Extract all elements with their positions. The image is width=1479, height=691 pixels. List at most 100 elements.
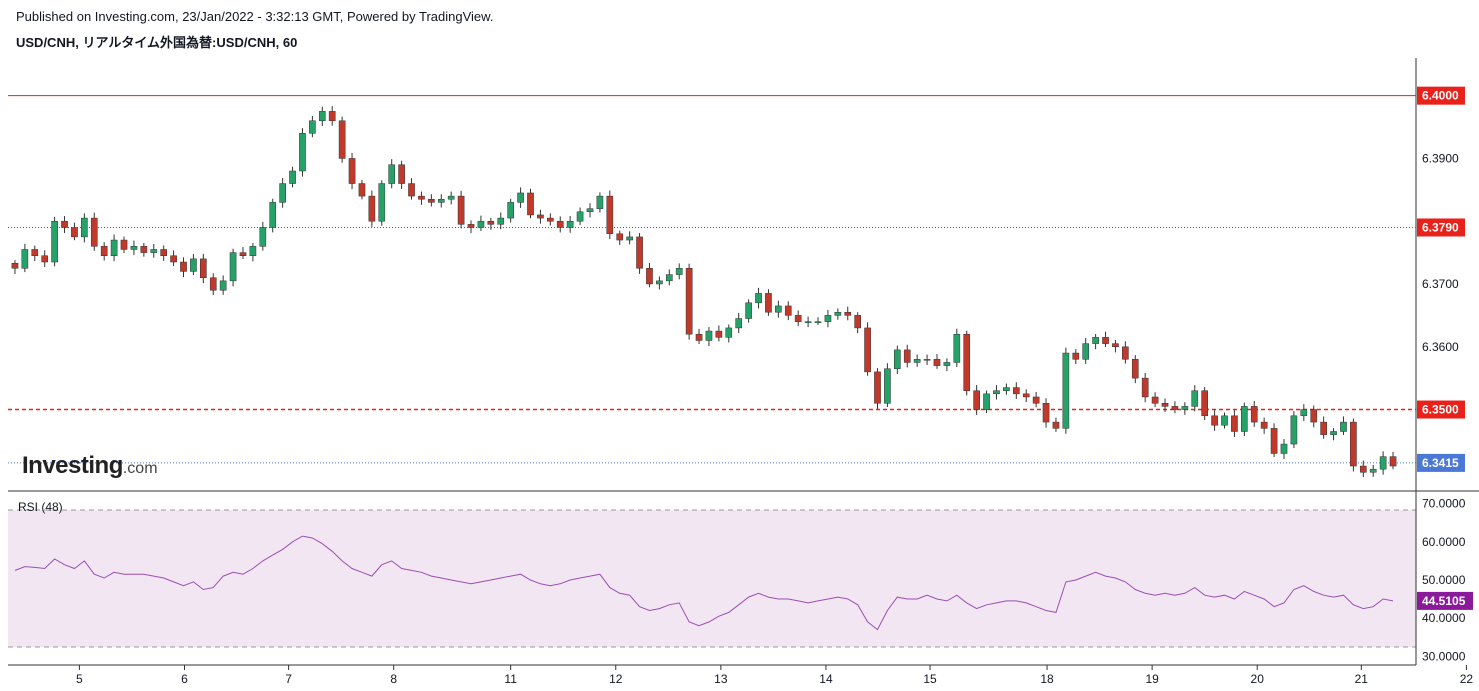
time-tick-label: 21 xyxy=(1355,672,1369,686)
price-level-badges: 6.4000 6.3790 6.3500 6.3415 xyxy=(1417,86,1465,472)
candle-body xyxy=(874,371,881,404)
price-level-badge-label: 6.3790 xyxy=(1422,220,1459,234)
candle-body xyxy=(854,315,861,329)
candle-body xyxy=(487,220,495,225)
time-tick-label: 20 xyxy=(1251,672,1265,686)
candle-body xyxy=(1260,421,1268,429)
candle-body xyxy=(51,220,58,263)
candle-body xyxy=(844,311,852,316)
candle-body xyxy=(299,133,306,172)
candle-body xyxy=(1171,406,1179,410)
candle-body xyxy=(358,183,366,197)
candle-body xyxy=(249,246,257,256)
candle-body xyxy=(1122,346,1129,360)
price-level-badge-label: 6.4000 xyxy=(1422,89,1459,103)
time-tick-label: 6 xyxy=(181,672,188,686)
candle-body xyxy=(239,252,247,256)
investing-logo: Investing.com xyxy=(22,452,158,480)
candle-body xyxy=(636,236,643,269)
candle-body xyxy=(1330,431,1337,435)
candle-body xyxy=(408,183,415,197)
candle-body xyxy=(90,217,98,247)
candle-body xyxy=(1241,406,1248,432)
candle-body xyxy=(160,249,167,256)
candle-body xyxy=(447,195,455,200)
candle-body xyxy=(170,255,177,263)
candle-body xyxy=(1290,415,1298,445)
candle-body xyxy=(11,263,19,269)
candle-body xyxy=(31,249,39,256)
candle-body xyxy=(1320,421,1327,435)
candle-body xyxy=(923,359,931,361)
candle-body xyxy=(61,220,68,228)
candle-body xyxy=(477,220,485,228)
candle-body xyxy=(289,170,296,184)
candle-body xyxy=(1211,415,1218,426)
candle-body xyxy=(81,217,88,238)
candle-body xyxy=(646,268,653,285)
candle-body xyxy=(110,239,118,256)
candle-body xyxy=(705,330,713,341)
rsi-tick-label: 40.0000 xyxy=(1422,611,1466,625)
candle-body xyxy=(437,198,445,203)
candle-body xyxy=(824,315,832,322)
candle-body xyxy=(348,158,356,184)
time-tick-label: 14 xyxy=(819,672,833,686)
candle-body xyxy=(794,315,802,322)
candle-body xyxy=(1102,337,1109,344)
candle-body xyxy=(1131,359,1139,379)
candle-body xyxy=(41,255,49,263)
candle-body xyxy=(71,227,78,238)
price-level-badge-bg xyxy=(1417,400,1465,419)
candle-body xyxy=(497,217,505,225)
candle-body xyxy=(596,195,604,209)
candle-body xyxy=(517,192,524,203)
candle-body xyxy=(180,261,187,272)
time-tick-label: 11 xyxy=(504,672,517,686)
candle-body xyxy=(259,227,267,247)
candle-body xyxy=(626,236,633,241)
candle-body xyxy=(656,280,663,285)
time-tick-label: 15 xyxy=(923,672,937,686)
candle-body xyxy=(378,183,386,222)
candle-body xyxy=(1350,421,1357,467)
candle-body xyxy=(715,330,723,338)
candle-body xyxy=(556,220,564,228)
time-tick-label: 7 xyxy=(285,672,292,686)
candlesticks xyxy=(11,106,1397,478)
time-tick-label: 12 xyxy=(609,672,623,686)
candle-body xyxy=(428,198,435,203)
candle-body xyxy=(1369,468,1377,473)
logo-suffix: .com xyxy=(122,460,158,477)
candle-body xyxy=(1181,406,1189,410)
candle-body xyxy=(1191,390,1199,407)
candle-body xyxy=(1340,421,1347,432)
rsi-tick-label: 50.0000 xyxy=(1422,573,1466,587)
candle-body xyxy=(507,202,514,219)
candle-body xyxy=(338,120,346,159)
candle-body xyxy=(1221,415,1228,426)
candle-body xyxy=(933,359,941,366)
candle-body xyxy=(120,239,128,250)
candle-body xyxy=(784,305,792,316)
candle-body xyxy=(1300,409,1308,417)
candle-body xyxy=(1022,393,1030,398)
candle-body xyxy=(279,183,286,203)
candle-body xyxy=(983,393,990,410)
candle-body xyxy=(1092,337,1099,344)
candle-body xyxy=(269,202,277,228)
rsi-badge-label: 44.5105 xyxy=(1422,594,1466,608)
candle-body xyxy=(547,217,554,222)
logo-text: Investing xyxy=(22,452,123,479)
candle-body xyxy=(903,349,911,363)
price-tick-label: 6.3700 xyxy=(1422,277,1459,291)
candle-body xyxy=(665,274,673,282)
candle-body xyxy=(1389,456,1397,467)
candle-body xyxy=(735,318,743,329)
candle-body xyxy=(1231,415,1238,432)
rsi-tick-label: 30.0000 xyxy=(1422,649,1466,663)
candle-body xyxy=(1003,387,1010,391)
candle-body xyxy=(200,258,207,278)
price-level-badge-label: 6.3500 xyxy=(1422,403,1459,417)
